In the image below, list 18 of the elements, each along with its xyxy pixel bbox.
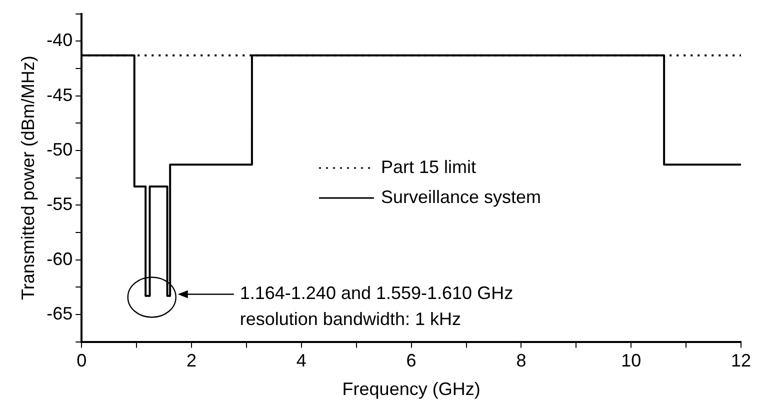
y-axis-title: Transmitted power (dBm/MHz): [18, 56, 38, 300]
x-tick-label: 6: [406, 350, 416, 371]
x-axis-title: Frequency (GHz): [342, 379, 480, 400]
x-tick-label: 2: [186, 350, 197, 371]
x-tick-label: 8: [516, 350, 526, 371]
y-tick-label: -50: [46, 139, 73, 160]
y-tick-label: -45: [46, 84, 73, 105]
legend-label: Surveillance system: [380, 186, 542, 207]
y-tick-label: -65: [46, 303, 73, 324]
y-tick-label: -40: [46, 30, 73, 50]
x-tick-label: 12: [730, 350, 752, 371]
x-tick-label: 4: [296, 350, 306, 371]
y-tick-label: -60: [46, 248, 73, 269]
legend-label: Part 15 limit: [380, 156, 476, 177]
y-tick-label: -55: [46, 194, 73, 214]
x-tick-label: 10: [621, 350, 642, 371]
annotation: 1.164-1.240 and 1.559-1.610 GHz resolution bandwidth: 1 kHz: [240, 283, 514, 330]
x-tick-label: 0: [76, 350, 87, 371]
